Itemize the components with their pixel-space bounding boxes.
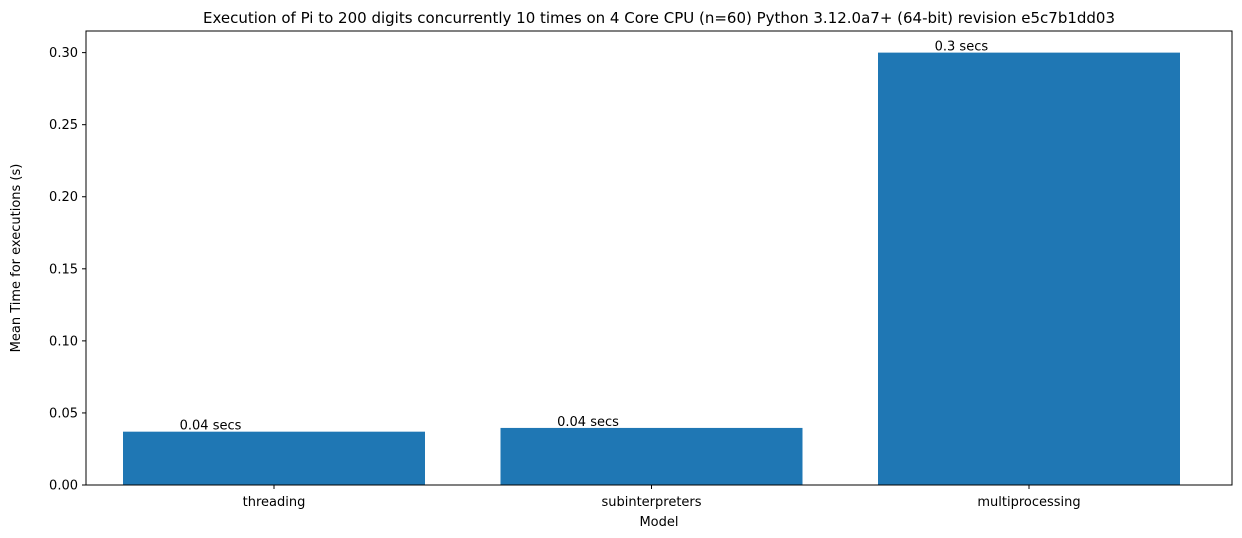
x-axis-label: Model [639,515,678,530]
data-label: 0.3 secs [935,40,989,55]
y-tick-label: 0.15 [49,262,78,277]
data-label: 0.04 secs [180,419,242,434]
plot-frame [85,30,1233,486]
bar [878,52,1180,485]
bar [500,427,803,485]
bar [123,431,425,485]
x-tick-label: threading [243,495,306,510]
y-tick-label: 0.10 [49,334,78,349]
y-axis-label: Mean Time for executions (s) [9,164,24,353]
y-tick-label: 0.25 [49,118,78,133]
x-tick-label: multiprocessing [977,495,1080,510]
y-tick-label: 0.00 [49,479,78,494]
y-tick-label: 0.05 [49,406,78,421]
y-tick-label: 0.20 [49,190,78,205]
data-label: 0.04 secs [557,415,619,430]
chart-title: Execution of Pi to 200 digits concurrent… [203,9,1115,27]
y-tick-label: 0.30 [49,46,78,61]
x-tick-label: subinterpreters [601,495,701,510]
